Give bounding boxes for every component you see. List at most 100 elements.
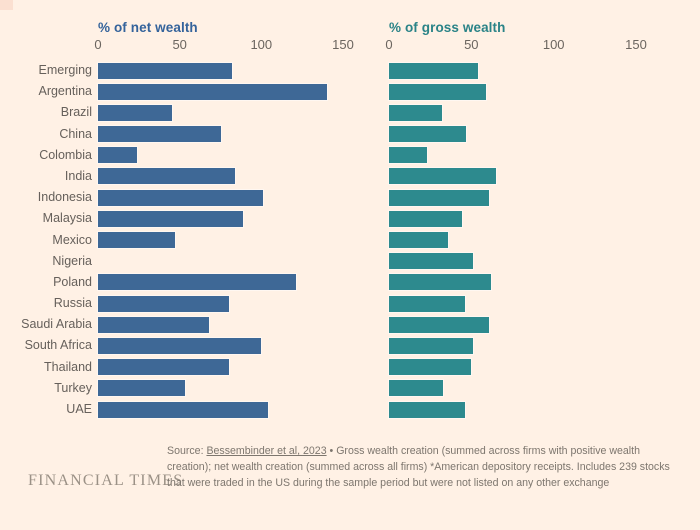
gross-wealth-bar: [389, 62, 478, 79]
gross-wealth-x-axis: 0 50 100 150: [385, 37, 700, 53]
chart-row: Thailand: [0, 357, 700, 378]
net-wealth-track: [98, 378, 389, 399]
chart-row: Malaysia: [0, 208, 700, 229]
gross-wealth-bar: [389, 337, 473, 354]
chart-row: India: [0, 166, 700, 187]
net-wealth-bar: [98, 380, 185, 397]
net-wealth-track: [98, 230, 389, 251]
gross-wealth-track: [389, 166, 700, 187]
gross-wealth-track: [389, 378, 700, 399]
chart-row: Indonesia: [0, 187, 700, 208]
net-wealth-bar: [98, 295, 229, 312]
source-rest: • Gross wealth creation (summed across f…: [167, 445, 670, 489]
net-wealth-bar: [98, 104, 172, 121]
net-wealth-bar: [98, 126, 221, 143]
chart-row: Turkey: [0, 378, 700, 399]
gross-wealth-track: [389, 293, 700, 314]
gross-wealth-track: [389, 145, 700, 166]
gross-wealth-track: [389, 335, 700, 356]
net-wealth-bar: [98, 359, 229, 376]
net-wealth-bar: [98, 147, 138, 164]
chart-row: Russia: [0, 293, 700, 314]
country-label: Indonesia: [37, 190, 92, 205]
chart-titles: % of net wealth % of gross wealth: [0, 20, 700, 35]
ft-logo: FINANCIAL TIMES: [28, 472, 184, 489]
gross-wealth-bar: [389, 126, 467, 143]
gross-wealth-track: [389, 272, 700, 293]
gross-wealth-bar: [389, 359, 472, 376]
gross-wealth-track: [389, 60, 700, 81]
net-wealth-bar: [98, 274, 296, 291]
axis-tick-label: 150: [332, 37, 354, 52]
country-label: South Africa: [24, 338, 92, 353]
gross-wealth-track: [389, 230, 700, 251]
country-label: Turkey: [54, 380, 92, 395]
axes: 0 50 100 150 0 50 100 150: [0, 37, 700, 53]
net-wealth-track: [98, 145, 389, 166]
net-wealth-bar: [98, 232, 175, 248]
gross-wealth-track: [389, 187, 700, 208]
net-wealth-track: [98, 81, 389, 102]
chart-row: Poland: [0, 272, 700, 293]
axis-spacer: [0, 37, 98, 53]
corner-accent: [0, 0, 13, 10]
axis-tick-label: 0: [385, 37, 393, 52]
net-wealth-track: [98, 251, 389, 272]
axis-tick-label: 50: [172, 37, 187, 52]
title-spacer: [0, 20, 98, 35]
gross-wealth-track: [389, 102, 700, 123]
country-label: Brazil: [60, 105, 92, 120]
axis-tick-label: 100: [542, 37, 565, 52]
country-label: UAE: [66, 402, 92, 416]
net-wealth-bar: [98, 83, 327, 100]
gross-wealth-track: [389, 81, 700, 102]
axis-tick-label: 50: [464, 37, 479, 52]
net-wealth-track: [98, 272, 389, 293]
net-wealth-bar: [98, 401, 268, 418]
net-wealth-track: [98, 208, 389, 229]
chart-row: Mexico: [0, 230, 700, 251]
axis-tick-label: 0: [94, 37, 102, 52]
source-link[interactable]: Bessembinder et al, 2023: [206, 445, 327, 457]
chart-row: Brazil: [0, 102, 700, 123]
chart-row: China: [0, 124, 700, 145]
country-label: Russia: [53, 296, 92, 311]
net-wealth-bar: [98, 189, 263, 206]
gross-wealth-bar: [389, 295, 465, 312]
country-label: Nigeria: [52, 253, 92, 268]
net-wealth-track: [98, 166, 389, 187]
net-wealth-chart-title: % of net wealth: [98, 20, 198, 35]
gross-wealth-bar: [389, 83, 487, 100]
net-wealth-track: [98, 102, 389, 123]
country-label: Mexico: [52, 232, 92, 247]
net-wealth-track: [98, 335, 389, 356]
gross-wealth-bar: [389, 189, 490, 206]
gross-wealth-track: [389, 251, 700, 272]
gross-wealth-bar: [389, 401, 465, 418]
gross-wealth-bar: [389, 168, 496, 185]
country-label: Thailand: [44, 359, 92, 374]
gross-wealth-bar: [389, 210, 462, 227]
gross-wealth-track: [389, 314, 700, 335]
gross-wealth-track: [389, 399, 700, 420]
chart-row: Colombia: [0, 145, 700, 166]
country-label: Malaysia: [42, 211, 92, 226]
chart-row: South Africa: [0, 335, 700, 356]
country-label: India: [64, 168, 92, 183]
country-label: Emerging: [38, 63, 93, 77]
gross-wealth-bar: [389, 274, 492, 291]
chart-row: Saudi Arabia: [0, 314, 700, 335]
net-wealth-track: [98, 314, 389, 335]
net-wealth-bar: [98, 168, 236, 185]
gross-wealth-track: [389, 208, 700, 229]
chart-row: Emerging: [0, 60, 700, 81]
net-wealth-track: [98, 60, 389, 81]
gross-wealth-bar: [389, 380, 444, 397]
gross-wealth-bar: [389, 147, 427, 164]
country-label: Colombia: [39, 147, 92, 162]
net-wealth-track: [98, 399, 389, 420]
gross-wealth-bar: [389, 104, 442, 121]
net-wealth-track: [98, 293, 389, 314]
gross-wealth-bar: [389, 253, 473, 270]
chart-row: Nigeria: [0, 251, 700, 272]
